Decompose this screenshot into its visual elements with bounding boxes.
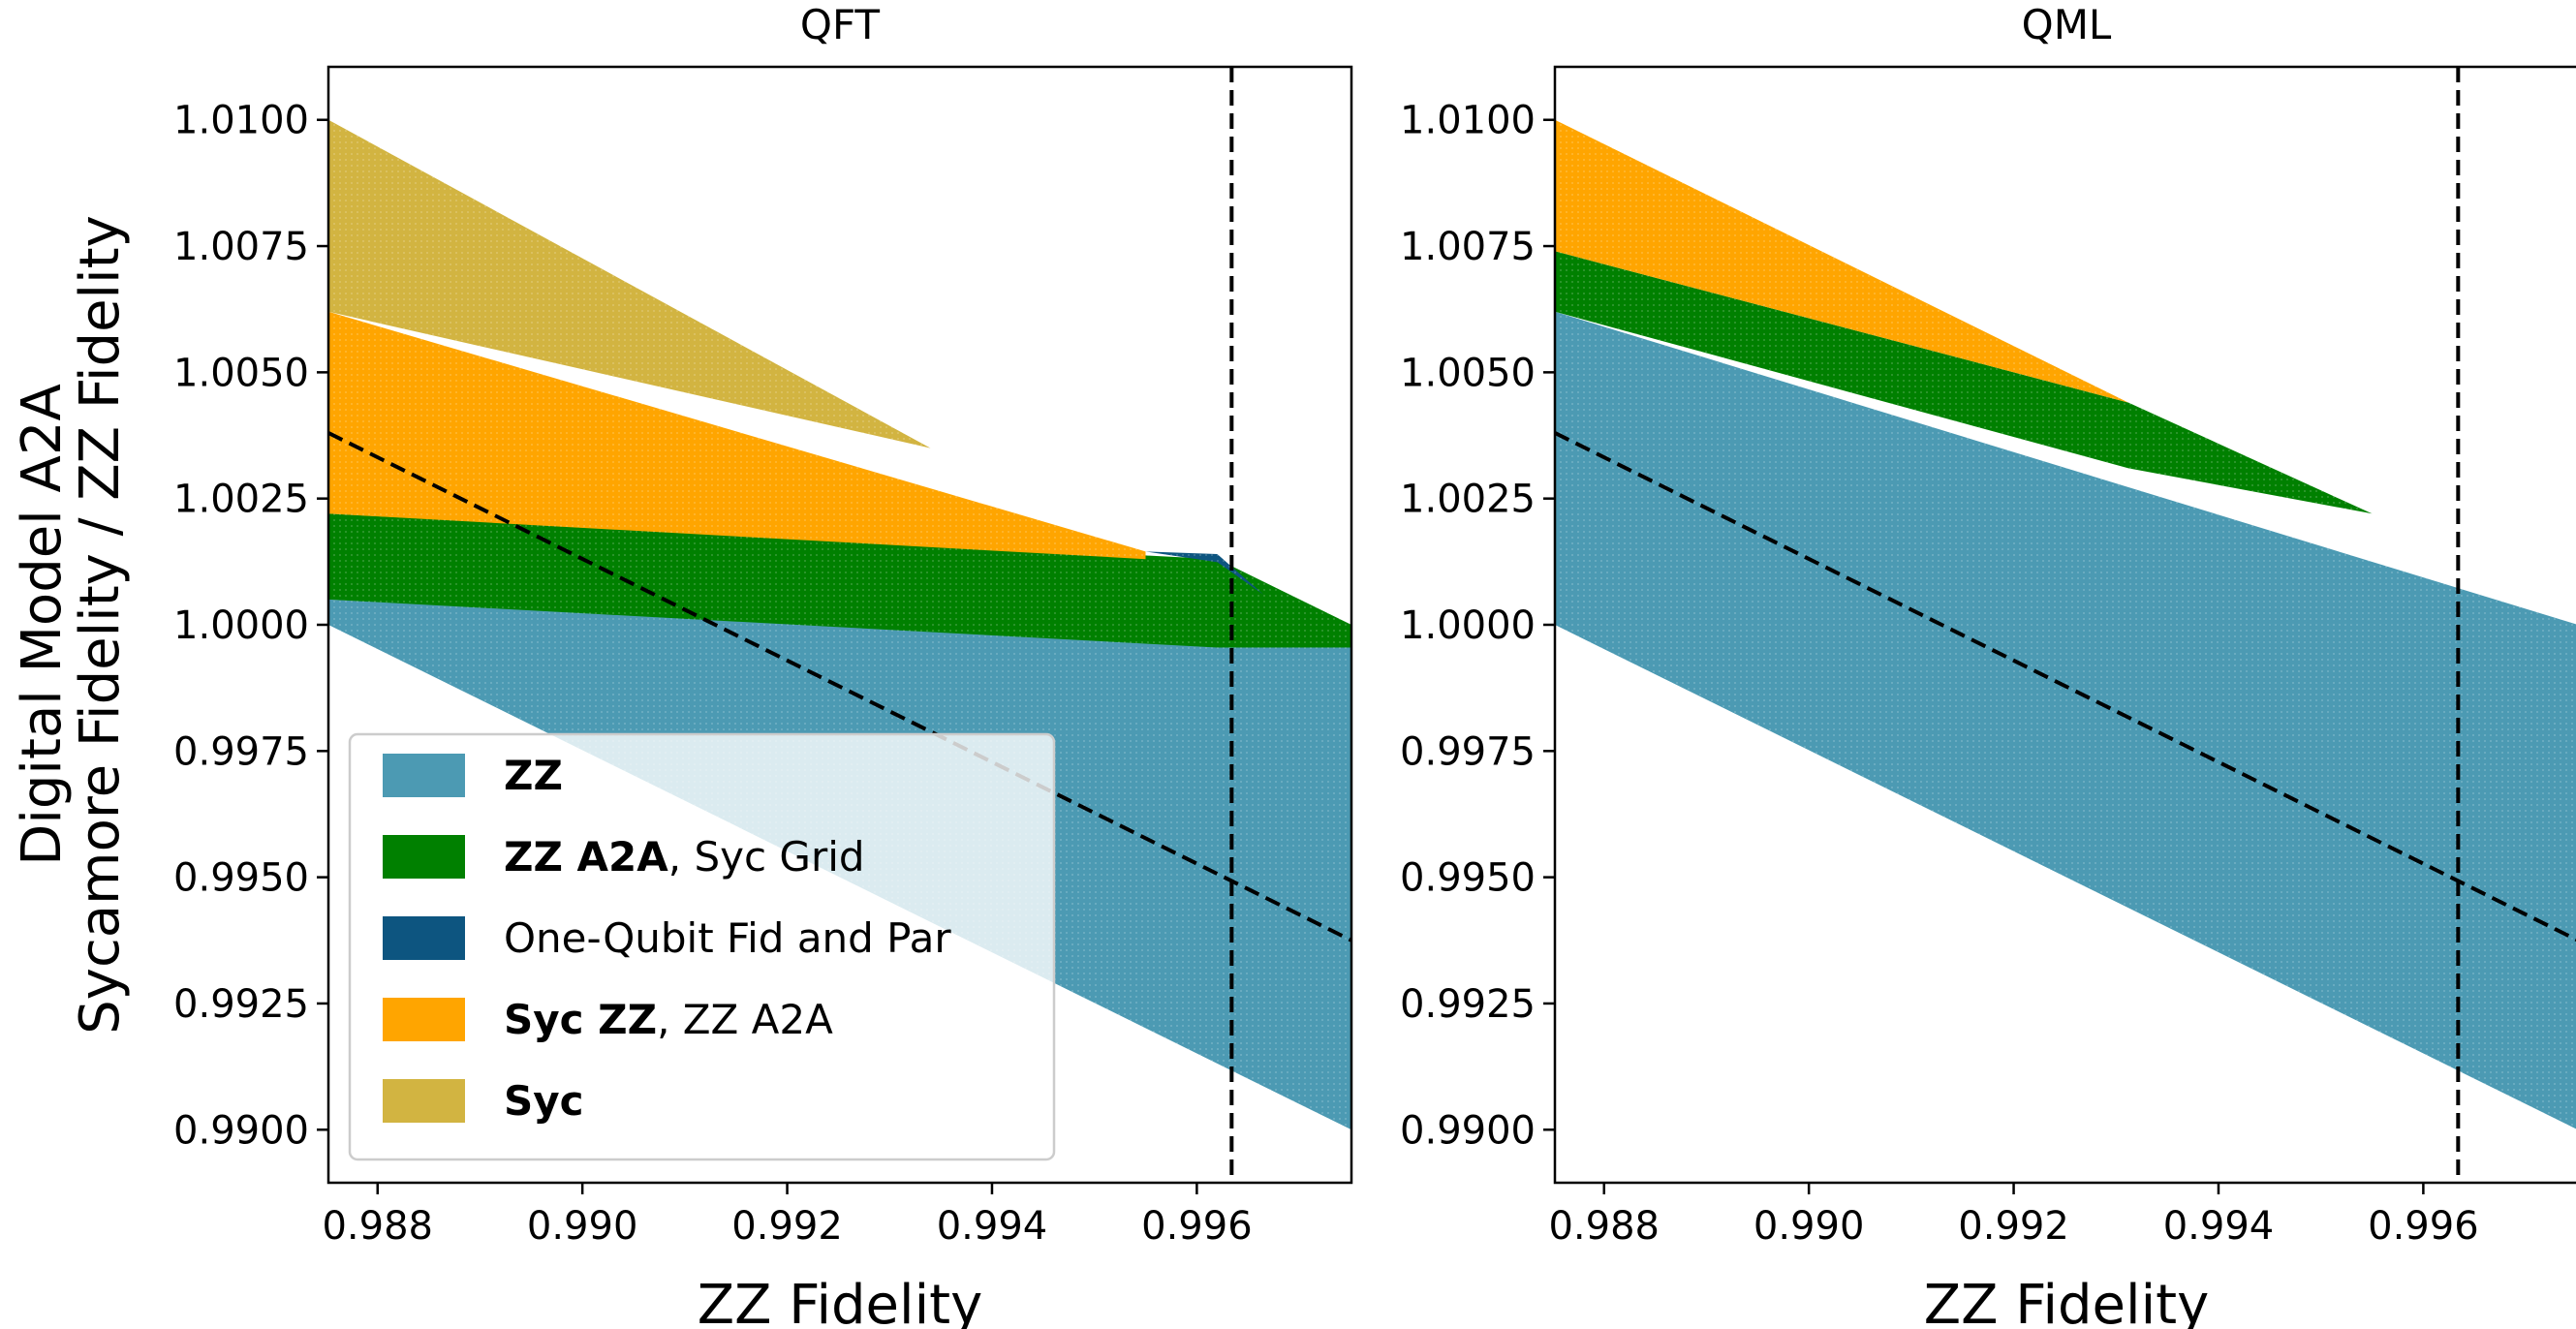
y-tick-label-qml: 0.9950 xyxy=(1400,856,1536,901)
legend-label-zz-a2a-bold: ZZ A2A xyxy=(504,833,668,881)
y-tick-label-qft: 0.9950 xyxy=(173,856,309,901)
legend-entry-zz: ZZ xyxy=(383,752,563,799)
area-syc-zz-zz-a2a-qml-texture xyxy=(1555,119,2128,403)
panel-qml: QML 0.9900 0.9925 0.9950 0.9975 1.0000 1.0025… xyxy=(1400,1,2576,1329)
x-axis-title-qft: ZZ Fidelity xyxy=(698,1274,982,1329)
y-tick-label-qft: 0.9975 xyxy=(173,729,309,774)
legend-label-syc: Syc xyxy=(504,1077,584,1125)
area-zz-a2a-syc-grid-qft-texture xyxy=(328,513,1351,648)
x-tick-label-qml: 0.988 xyxy=(1548,1204,1660,1249)
y-tick-label-qft: 1.0000 xyxy=(173,603,309,648)
y-tick-label-qml: 0.9975 xyxy=(1400,729,1536,774)
legend-label-zz-bold: ZZ xyxy=(504,752,563,799)
x-tick-label-qft: 0.990 xyxy=(527,1204,638,1249)
legend-label-zz-a2a-rest: , Syc Grid xyxy=(668,833,865,881)
panel-title-qml: QML xyxy=(2022,1,2112,48)
y-tick-label-qml: 0.9900 xyxy=(1400,1108,1536,1153)
y-tick-label-qft: 1.0075 xyxy=(173,225,309,269)
panel-title-qft: QFT xyxy=(800,1,880,48)
y-tick-label-qml: 1.0075 xyxy=(1400,225,1536,269)
legend-entry-zz-a2a: ZZ A2A, Syc Grid xyxy=(383,833,865,881)
legend-label-zz-a2a: ZZ A2A, Syc Grid xyxy=(504,833,865,881)
x-tick-label-qft: 0.994 xyxy=(937,1204,1048,1249)
y-tick-label-qft: 1.0025 xyxy=(173,478,309,522)
area-syc-zz-zz-a2a-qft-texture xyxy=(328,311,1146,560)
plot-area-qft xyxy=(328,67,1351,1183)
area-zz-qml-texture xyxy=(1555,311,2576,1129)
reference-lines-qft xyxy=(328,67,1351,1183)
x-tick-label-qft: 0.988 xyxy=(322,1204,433,1249)
y-tick-label-qft: 0.9900 xyxy=(173,1108,309,1153)
reference-lines-qml xyxy=(1555,67,2576,1183)
y-axis-qml: 0.9900 0.9925 0.9950 0.9975 1.0000 1.0025 1.00… xyxy=(1400,99,1555,1153)
dashed-trend-line-qml xyxy=(1555,431,2576,943)
legend-swatch-zz-a2a xyxy=(383,835,465,879)
y-tick-label-qml: 1.0100 xyxy=(1400,99,1536,143)
area-syc-qft-texture xyxy=(328,119,931,448)
y-tick-label-qft: 1.0050 xyxy=(173,351,309,395)
legend-label-zz: ZZ xyxy=(504,752,563,799)
x-axis-qft: 0.988 0.990 0.992 0.994 0.996 xyxy=(322,1183,1253,1249)
x-tick-label-qml: 0.992 xyxy=(1958,1204,2069,1249)
legend-entry-one-qubit: One-Qubit Fid and Par xyxy=(383,914,951,962)
dashed-trend-line-qft xyxy=(328,431,1351,943)
y-tick-label-qml: 1.0050 xyxy=(1400,351,1536,395)
x-tick-label-qml: 0.990 xyxy=(1754,1204,1865,1249)
legend-entry-syc: Syc xyxy=(383,1077,584,1125)
y-tick-label-qft: 1.0100 xyxy=(173,99,309,143)
legend-swatch-zz xyxy=(383,754,465,797)
area-series-group-qml xyxy=(1555,119,2576,1129)
area-one-qubit-fid-and-par-qft-texture xyxy=(1145,551,1264,595)
legend-entry-syc-zz: Syc ZZ, ZZ A2A xyxy=(383,996,833,1043)
x-tick-label-qml: 0.994 xyxy=(2163,1204,2275,1249)
legend-swatch-one-qubit xyxy=(383,916,465,960)
legend-swatch-syc xyxy=(383,1079,465,1123)
area-series-group-qft xyxy=(328,119,1351,1130)
y-axis-qft: 0.9900 0.9925 0.9950 0.9975 1.0000 1.0025 1.00… xyxy=(173,99,328,1153)
legend: ZZ ZZ A2A, Syc Grid One-Qubit Fid and Pa… xyxy=(348,732,1056,1161)
legend-swatch-syc-zz xyxy=(383,998,465,1041)
x-tick-label-qml: 0.996 xyxy=(2368,1204,2479,1249)
legend-label-syc-bold: Syc xyxy=(504,1077,584,1125)
legend-label-syc-zz-rest: , ZZ A2A xyxy=(657,996,833,1043)
y-axis-title-line2: Sycamore Fidelity / ZZ Fidelity xyxy=(69,215,132,1034)
y-tick-label-qml: 1.0000 xyxy=(1400,603,1536,648)
legend-label-one-qubit: One-Qubit Fid and Par xyxy=(504,914,951,962)
x-axis-title-qml: ZZ Fidelity xyxy=(1924,1274,2209,1329)
y-tick-label-qml: 0.9925 xyxy=(1400,982,1536,1027)
y-tick-label-qml: 1.0025 xyxy=(1400,478,1536,522)
panel-qft: QFT 0.9900 0.9925 0.9950 0.9975 1.0000 1.0025… xyxy=(11,1,1353,1329)
legend-label-syc-zz: Syc ZZ, ZZ A2A xyxy=(504,996,833,1043)
area-zz-a2a-syc-grid-qml-texture xyxy=(1555,251,2373,514)
x-tick-label-qft: 0.992 xyxy=(731,1204,843,1249)
legend-label-syc-zz-bold: Syc ZZ xyxy=(504,996,657,1043)
x-axis-qml: 0.988 0.990 0.992 0.994 0.996 xyxy=(1548,1183,2479,1249)
y-tick-label-qft: 0.9925 xyxy=(173,982,309,1027)
legend-label-one-qubit-rest: One-Qubit Fid and Par xyxy=(504,914,951,962)
legend-box xyxy=(348,732,1056,1161)
x-tick-label-qft: 0.996 xyxy=(1141,1204,1253,1249)
y-axis-title-line1: Digital Model A2A xyxy=(11,384,74,866)
plot-area-qml xyxy=(1555,67,2576,1183)
